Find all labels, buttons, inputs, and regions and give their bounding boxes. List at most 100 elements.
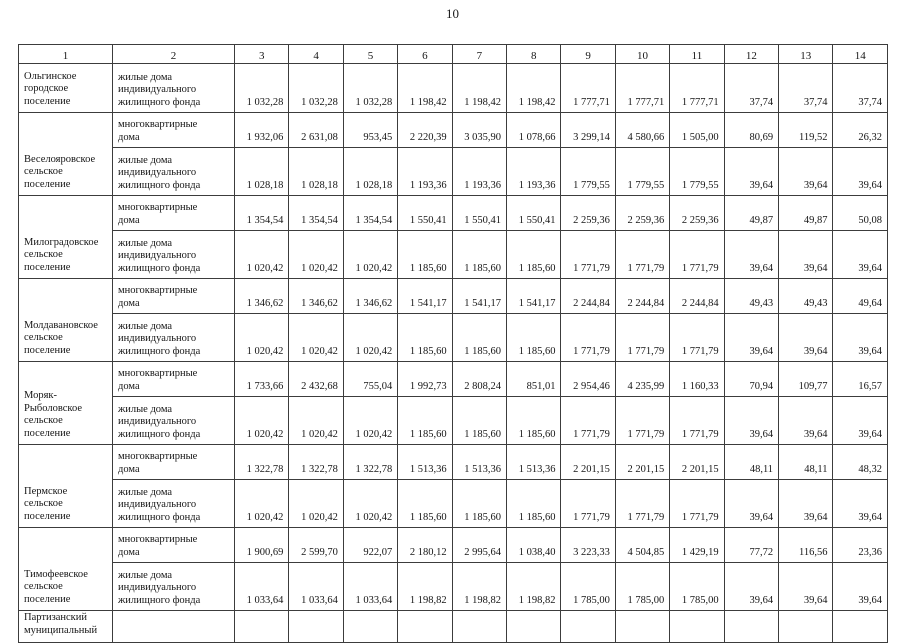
value-cell: 1 160,33 xyxy=(669,361,725,397)
value-cell: 1 032,28 xyxy=(342,63,399,113)
value-cell: 1 322,78 xyxy=(288,444,344,480)
value-cell: 2 259,36 xyxy=(560,195,616,231)
value-cell: 1 354,54 xyxy=(288,195,344,231)
value-cell: 1 185,60 xyxy=(397,479,453,528)
value-cell: 23,36 xyxy=(832,527,888,563)
value-cell: 953,45 xyxy=(342,112,399,148)
table-row: жилые дома индивидуального жилищного фон… xyxy=(19,147,888,196)
value-cell: 1 550,41 xyxy=(451,195,508,231)
housing-type-label: многоквартирные дома xyxy=(118,202,198,226)
column-header: 8 xyxy=(506,44,562,64)
table-row: Ольгинское городское поселение жилые дома… xyxy=(18,63,888,113)
housing-type-cell: многоквартирные дома xyxy=(112,278,235,314)
value-cell: 2 808,24 xyxy=(451,361,508,397)
column-header: 13 xyxy=(778,44,834,64)
value-cell: 116,56 xyxy=(778,527,834,563)
value-cell: 48,11 xyxy=(723,444,780,480)
value-cell: 1 020,42 xyxy=(288,313,344,362)
value-cell: 39,64 xyxy=(832,147,888,196)
value-cell: 1 513,36 xyxy=(506,444,562,480)
value-cell: 1 541,17 xyxy=(506,278,562,314)
value-cell: 1 513,36 xyxy=(451,444,508,480)
value-cell xyxy=(451,610,508,643)
value-cell: 1 992,73 xyxy=(397,361,453,397)
value-cell: 1 038,40 xyxy=(506,527,562,563)
value-cell: 70,94 xyxy=(723,361,780,397)
value-cell: 4 235,99 xyxy=(614,361,671,397)
settlement-name: Моряк-Рыболовское сельское поселение xyxy=(24,390,83,439)
housing-type-cell: жилые дома индивидуального жилищного фон… xyxy=(112,562,235,611)
settlement-name-cell: Молдавановское сельское поселение xyxy=(18,278,113,362)
value-cell: 1 033,64 xyxy=(342,562,399,611)
value-cell: 1 785,00 xyxy=(614,562,671,611)
housing-type-cell: жилые дома индивидуального жилищного фон… xyxy=(112,479,235,528)
value-cell: 2 954,46 xyxy=(560,361,616,397)
settlement-name: Пермское сельское поселение xyxy=(24,485,71,522)
value-cell: 39,64 xyxy=(778,396,834,445)
value-cell: 1 020,42 xyxy=(342,230,399,279)
table-row: жилые дома индивидуального жилищного фон… xyxy=(19,562,888,611)
value-cell: 1 900,69 xyxy=(233,527,290,563)
value-cell: 1 346,62 xyxy=(342,278,399,314)
value-cell xyxy=(397,610,453,643)
value-cell: 1 020,42 xyxy=(342,479,399,528)
table-row: Партизанский муниципальный xyxy=(18,610,888,643)
value-cell: 1 033,64 xyxy=(288,562,344,611)
value-cell: 1 322,78 xyxy=(233,444,290,480)
value-cell: 1 185,60 xyxy=(397,396,453,445)
value-cell: 1 429,19 xyxy=(669,527,725,563)
value-cell: 2 244,84 xyxy=(614,278,671,314)
value-cell: 3 299,14 xyxy=(560,112,616,148)
housing-type-label: многоквартирные дома xyxy=(118,451,198,475)
value-cell: 1 020,42 xyxy=(233,479,290,528)
value-cell: 1 185,60 xyxy=(506,230,562,279)
value-cell: 26,32 xyxy=(832,112,888,148)
value-cell: 1 771,79 xyxy=(560,313,616,362)
settlement-name: Тимофеевское сельское поселение xyxy=(24,568,88,605)
page-number: 10 xyxy=(446,6,459,21)
value-cell xyxy=(560,610,616,643)
table-row: жилые дома индивидуального жилищного фон… xyxy=(19,396,888,445)
value-cell: 1 020,42 xyxy=(288,479,344,528)
value-cell: 1 785,00 xyxy=(560,562,616,611)
value-cell xyxy=(288,610,344,643)
value-cell: 1 550,41 xyxy=(506,195,562,231)
value-cell: 1 346,62 xyxy=(233,278,290,314)
value-cell: 1 771,79 xyxy=(614,313,671,362)
housing-type-cell: жилые дома индивидуального жилищного фон… xyxy=(112,313,235,362)
value-cell: 37,74 xyxy=(778,63,834,113)
value-cell: 49,43 xyxy=(778,278,834,314)
column-header: 2 xyxy=(112,44,235,64)
value-cell: 1 777,71 xyxy=(560,63,616,113)
value-cell: 1 779,55 xyxy=(614,147,671,196)
housing-type-label: жилые дома индивидуального жилищного фон… xyxy=(118,71,201,108)
value-cell: 39,64 xyxy=(723,230,780,279)
value-cell: 48,32 xyxy=(832,444,888,480)
value-cell xyxy=(723,610,780,643)
value-cell: 1 032,28 xyxy=(233,63,290,113)
value-cell: 1 785,00 xyxy=(669,562,725,611)
value-cell: 1 541,17 xyxy=(451,278,508,314)
value-cell: 1 771,79 xyxy=(560,230,616,279)
value-cell: 1 193,36 xyxy=(451,147,508,196)
value-cell: 2 259,36 xyxy=(669,195,725,231)
value-cell xyxy=(506,610,562,643)
value-cell: 1 020,42 xyxy=(233,313,290,362)
value-cell: 1 185,60 xyxy=(397,230,453,279)
housing-type-cell: жилые дома индивидуального жилищного фон… xyxy=(112,63,235,113)
value-cell: 1 771,79 xyxy=(560,396,616,445)
housing-type-cell: многоквартирные дома xyxy=(112,195,235,231)
value-cell: 1 198,82 xyxy=(451,562,508,611)
settlement-name-cell: Ольгинское городское поселение xyxy=(18,63,113,113)
column-header: 5 xyxy=(342,44,399,64)
value-cell: 2 220,39 xyxy=(397,112,453,148)
value-cell: 1 028,18 xyxy=(342,147,399,196)
value-cell: 80,69 xyxy=(723,112,780,148)
value-cell: 39,64 xyxy=(832,562,888,611)
housing-type-label: жилые дома индивидуального жилищного фон… xyxy=(118,486,201,523)
value-cell: 39,64 xyxy=(778,313,834,362)
table-row: Моряк-Рыболовское сельское поселение мног… xyxy=(18,361,888,445)
value-cell: 50,08 xyxy=(832,195,888,231)
value-cell: 1 322,78 xyxy=(342,444,399,480)
housing-type-label: жилые дома индивидуального жилищного фон… xyxy=(118,403,201,440)
